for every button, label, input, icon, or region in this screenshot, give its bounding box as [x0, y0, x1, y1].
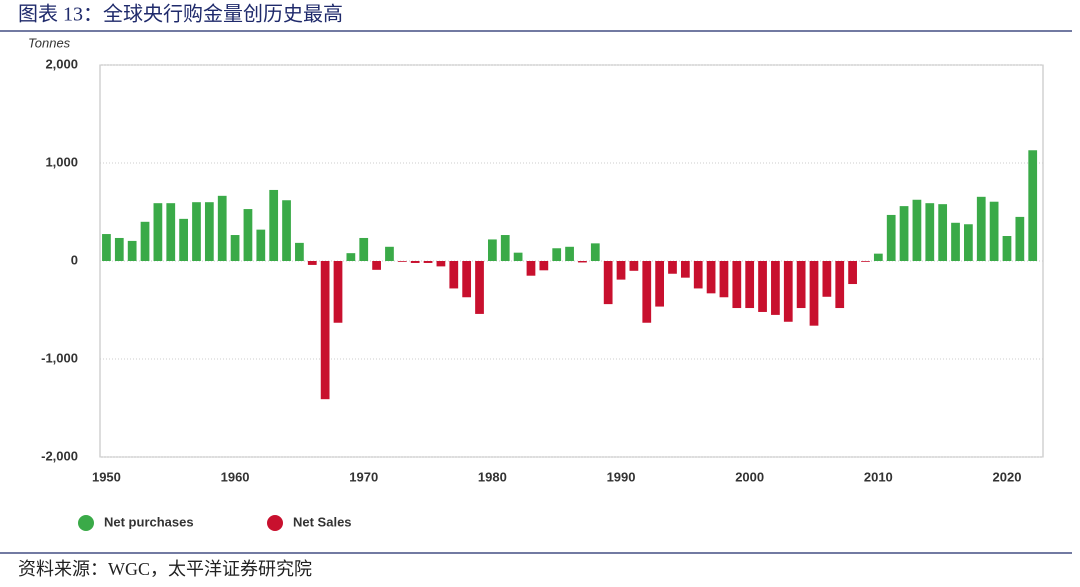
- bar: [513, 252, 523, 261]
- bar: [102, 234, 111, 261]
- x-tick-label: 1970: [349, 469, 378, 484]
- bar: [616, 261, 626, 280]
- x-tick-label: 1950: [92, 469, 121, 484]
- legend-swatch: [78, 515, 94, 531]
- bar: [629, 261, 639, 271]
- bar: [706, 261, 716, 294]
- bar: [693, 261, 703, 289]
- bar: [397, 261, 407, 262]
- bar: [976, 196, 986, 261]
- bar: [385, 246, 394, 261]
- bar: [256, 229, 266, 261]
- bar: [603, 261, 613, 305]
- bar: [758, 261, 767, 312]
- bar: [668, 261, 677, 274]
- bar: [204, 202, 214, 261]
- bar: [578, 261, 587, 263]
- bar: [822, 261, 832, 297]
- bar: [951, 222, 960, 261]
- bar: [140, 221, 150, 261]
- y-tick-label: -2,000: [41, 448, 78, 463]
- bar: [526, 261, 536, 276]
- bar: [590, 243, 600, 261]
- bar: [680, 261, 690, 278]
- bar: [436, 261, 446, 267]
- bar: [964, 224, 973, 261]
- bar: [410, 261, 420, 263]
- source: 资料来源：WGC，太平洋证券研究院: [18, 559, 312, 579]
- bar: [719, 261, 729, 298]
- bar: [114, 237, 124, 261]
- bar: [192, 202, 201, 261]
- bar: [771, 261, 780, 315]
- bar: [912, 199, 922, 261]
- bar: [655, 261, 664, 307]
- bar: [295, 242, 304, 261]
- bar: [333, 261, 343, 323]
- y-axis-label: Tonnes: [28, 35, 71, 50]
- bar: [732, 261, 742, 309]
- y-tick-label: 1,000: [45, 154, 78, 169]
- bar: [462, 261, 472, 298]
- bar: [809, 261, 819, 326]
- bar: [925, 203, 935, 261]
- y-tick-label: 2,000: [45, 56, 78, 71]
- bar: [848, 261, 857, 285]
- bar: [873, 253, 883, 261]
- bar: [230, 235, 240, 261]
- bar: [500, 235, 510, 261]
- bar: [359, 237, 369, 261]
- bar: [449, 261, 459, 289]
- bar: [127, 240, 137, 261]
- bar: [989, 201, 999, 261]
- bar: [475, 261, 484, 314]
- x-tick-label: 1960: [221, 469, 250, 484]
- bar: [1028, 150, 1038, 261]
- bar: [488, 239, 497, 261]
- bar: [552, 248, 562, 261]
- x-tick-label: 2010: [864, 469, 893, 484]
- bar: [835, 261, 845, 309]
- bar: [153, 203, 163, 261]
- y-tick-label: 0: [71, 252, 78, 267]
- bar: [899, 206, 909, 261]
- legend-label: Net Sales: [293, 514, 352, 529]
- x-tick-label: 1980: [478, 469, 507, 484]
- bar: [938, 204, 948, 261]
- bar: [346, 253, 356, 261]
- bar: [320, 261, 330, 400]
- bar: [282, 200, 291, 261]
- bar: [269, 189, 279, 261]
- chart-title: 图表 13：全球央行购金量创历史最高: [18, 3, 343, 26]
- bar: [243, 209, 253, 261]
- bar: [372, 261, 381, 270]
- bar: [423, 261, 433, 263]
- x-tick-label: 1990: [607, 469, 636, 484]
- bar: [886, 214, 896, 261]
- bar: [642, 261, 652, 323]
- bar: [796, 261, 806, 309]
- bar: [1002, 236, 1012, 261]
- bar: [1015, 216, 1025, 261]
- legend-label: Net purchases: [104, 514, 194, 529]
- y-tick-label: -1,000: [41, 350, 78, 365]
- bar: [179, 218, 188, 261]
- x-tick-label: 2020: [993, 469, 1022, 484]
- bar: [783, 261, 793, 322]
- bar: [539, 261, 549, 271]
- bar: [307, 261, 317, 265]
- legend-swatch: [267, 515, 283, 531]
- bar: [217, 195, 227, 261]
- bar: [565, 246, 574, 261]
- bar: [861, 261, 870, 262]
- x-tick-label: 2000: [735, 469, 764, 484]
- bar: [166, 203, 176, 261]
- bar: [745, 261, 755, 309]
